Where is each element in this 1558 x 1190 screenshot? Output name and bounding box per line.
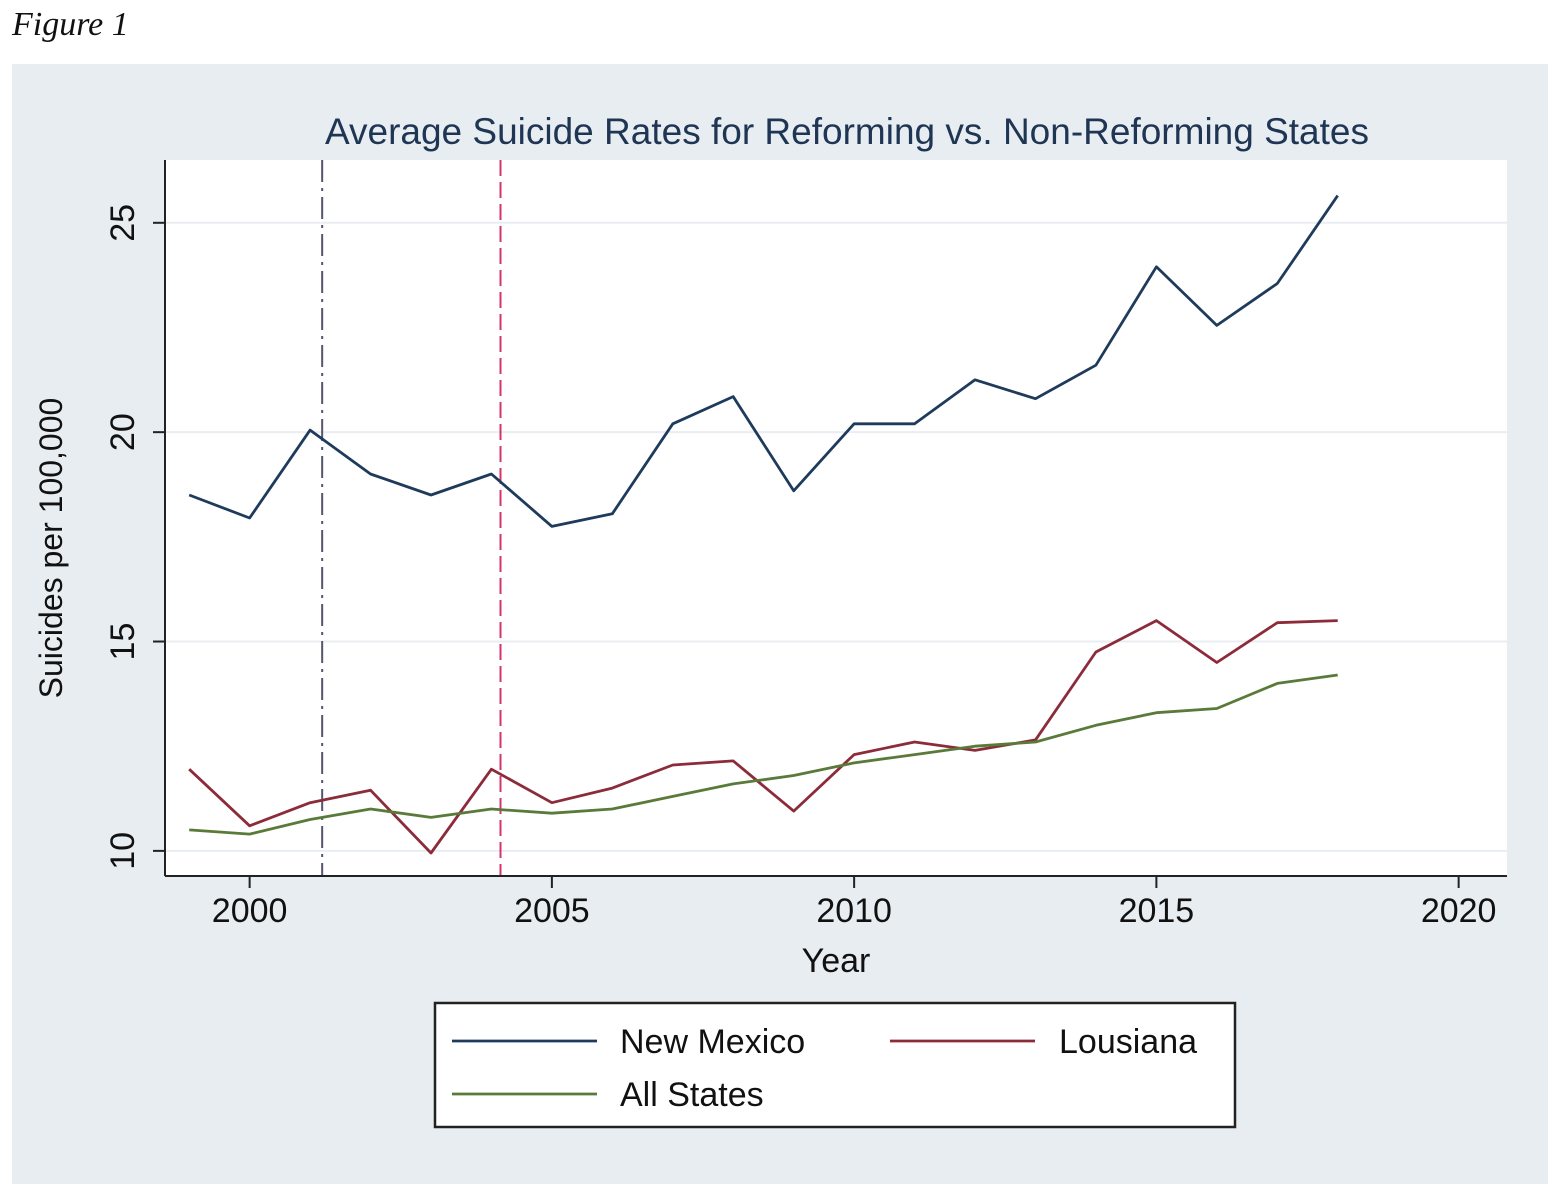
series-line-1 xyxy=(188,194,1339,528)
chart-svg: 10 15 20 25 2000 2005 2010 2015 2020 Average Sui… xyxy=(12,64,1548,1184)
axes: 10 15 20 25 2000 2005 2010 2015 2020 xyxy=(104,160,1507,930)
legend-label-1: New Mexico xyxy=(620,1023,805,1061)
series-lines xyxy=(188,194,1339,855)
reference-lines xyxy=(321,160,502,876)
legend-box xyxy=(433,1001,1237,1129)
legend: New Mexico Lousiana All States xyxy=(433,1001,1237,1129)
series-line-3 xyxy=(189,673,1338,836)
legend-label-3: All States xyxy=(620,1076,764,1114)
chart-container: 10 15 20 25 2000 2005 2010 2015 2020 Average Sui… xyxy=(12,64,1548,1184)
x-tick-label: 2015 xyxy=(1119,892,1195,930)
x-tick-label: 2010 xyxy=(816,892,892,930)
y-tick-label: 15 xyxy=(104,623,142,661)
x-tick-label: 2020 xyxy=(1421,892,1497,930)
gridlines xyxy=(165,221,1507,852)
x-tick-label: 2000 xyxy=(212,892,288,930)
series-line-2 xyxy=(188,619,1338,855)
legend-label-2: Lousiana xyxy=(1059,1023,1197,1061)
plot-area xyxy=(165,160,1507,876)
figure-caption: Figure 1 xyxy=(12,6,129,43)
x-tick-label: 2005 xyxy=(514,892,590,930)
x-axis-label: Year xyxy=(802,942,871,980)
y-tick-label: 20 xyxy=(104,413,142,451)
y-tick-label: 25 xyxy=(104,204,142,242)
chart-title: Average Suicide Rates for Reforming vs. … xyxy=(325,111,1369,152)
y-tick-label: 10 xyxy=(104,832,142,870)
y-axis-label: Suicides per 100,000 xyxy=(33,398,69,699)
